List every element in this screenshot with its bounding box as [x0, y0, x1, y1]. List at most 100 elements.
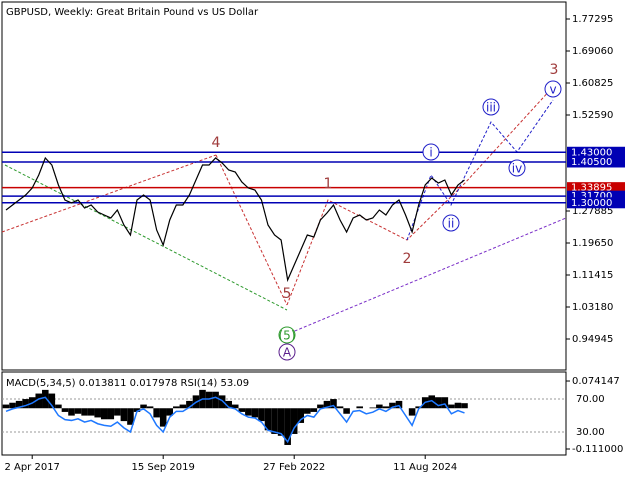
- macd-bar: [205, 391, 213, 409]
- trend-line: [1, 154, 217, 233]
- level-box: [567, 146, 625, 158]
- macd-bar: [35, 393, 43, 409]
- y-tick-label: -0.111000: [572, 444, 623, 455]
- wave-label: i: [429, 146, 432, 160]
- level-label: 1.40500: [571, 157, 612, 168]
- y-tick-label: 0.94945: [572, 334, 613, 345]
- macd-bar: [448, 404, 455, 409]
- macd-bar: [297, 408, 305, 423]
- macd-bar: [382, 406, 390, 409]
- macd-bar: [238, 408, 246, 412]
- wave-label: A: [283, 346, 292, 360]
- macd-bar: [140, 404, 147, 409]
- wave-circle: [442, 214, 460, 232]
- indicator-title: MACD(5,34,5) 0.013811 0.017978 RSI(14) 5…: [6, 378, 249, 389]
- wave-circle: [278, 343, 296, 361]
- macd-bar: [343, 408, 350, 414]
- chart-title: GBPUSD, Weekly: Great Britain Pound vs U…: [6, 7, 259, 18]
- macd-bar: [74, 408, 82, 414]
- macd-bar: [159, 408, 167, 427]
- macd-bar: [356, 406, 363, 409]
- macd-bar: [107, 408, 115, 420]
- x-tick-label: 15 Sep 2019: [132, 462, 195, 473]
- macd-bar: [212, 391, 219, 409]
- macd-bar: [100, 408, 108, 420]
- y-tick-label: 1.52590: [572, 110, 613, 121]
- macd-bar: [271, 408, 278, 434]
- macd-bar: [87, 408, 95, 416]
- wave-label: 5: [283, 286, 292, 302]
- macd-bar: [461, 403, 468, 409]
- y2-tick-label: 70.00: [576, 394, 605, 405]
- wave-label: iv: [512, 162, 522, 176]
- macd-bar: [245, 408, 252, 416]
- trend-line: [4, 164, 288, 311]
- projection-line: [406, 99, 554, 241]
- main-panel: [1, 1, 567, 371]
- macd-bar: [218, 395, 226, 409]
- x-tick-label: 27 Feb 2022: [263, 462, 325, 473]
- wave-label: 2: [403, 251, 412, 267]
- macd-bar: [304, 408, 311, 414]
- y-tick-label: 1.03180: [572, 302, 613, 313]
- level-label: 1.43000: [571, 147, 612, 158]
- macd-bar: [68, 408, 75, 416]
- level-label: 1.31700: [571, 191, 612, 202]
- macd-bar: [61, 408, 69, 412]
- macd-bar: [146, 406, 154, 409]
- price-line: [5, 156, 465, 283]
- macd-bar: [2, 404, 10, 409]
- macd-bar: [330, 399, 337, 409]
- y-tick-label: 1.60825: [572, 78, 613, 89]
- wave-label: iii: [486, 101, 496, 115]
- level-box: [567, 190, 625, 202]
- macd-bar: [264, 408, 272, 431]
- trend-line: [215, 154, 288, 306]
- wave-circle: [508, 159, 526, 177]
- level-box: [567, 182, 625, 194]
- macd-bar: [48, 393, 56, 409]
- macd-bar: [186, 400, 193, 409]
- wave-label: (5): [279, 329, 296, 343]
- indicator-panel: [1, 371, 567, 456]
- macd-bar: [114, 408, 121, 416]
- macd-bar: [415, 406, 422, 409]
- wave-circle: [544, 80, 562, 98]
- y-tick-label: 1.11415: [572, 270, 613, 281]
- macd-bar: [435, 397, 442, 409]
- wave-circle: [482, 98, 500, 116]
- wave-label: 1: [324, 176, 333, 192]
- macd-bar: [428, 395, 436, 409]
- macd-bar: [133, 408, 141, 412]
- macd-bar: [369, 407, 377, 409]
- x-tick-label: 11 Aug 2024: [393, 462, 457, 473]
- x-tick-label: 2 Apr 2017: [4, 462, 59, 473]
- macd-bar: [94, 408, 101, 418]
- macd-bar: [231, 404, 239, 409]
- macd-bar: [336, 406, 344, 409]
- y-tick-label: 1.77295: [572, 14, 613, 25]
- macd-bar: [323, 400, 331, 409]
- macd-bar: [120, 408, 128, 422]
- macd-bar: [153, 408, 160, 418]
- wave-label: 3: [550, 62, 559, 78]
- macd-bar: [310, 408, 318, 412]
- y-tick-label: 1.19650: [572, 238, 613, 249]
- rsi-line: [5, 396, 465, 444]
- wave-circle: [422, 143, 440, 161]
- macd-bar: [389, 402, 396, 409]
- wave-label: ii: [448, 217, 455, 231]
- macd-bar: [225, 400, 232, 409]
- level-box: [567, 156, 625, 168]
- macd-bar: [179, 404, 187, 409]
- macd-bar: [258, 408, 265, 422]
- macd-bar: [22, 399, 29, 409]
- macd-bar: [9, 402, 16, 409]
- macd-bar: [290, 408, 298, 434]
- macd-bar: [277, 408, 285, 436]
- macd-bar: [42, 389, 49, 409]
- level-label: 1.33895: [571, 183, 612, 194]
- macd-bar: [127, 408, 134, 425]
